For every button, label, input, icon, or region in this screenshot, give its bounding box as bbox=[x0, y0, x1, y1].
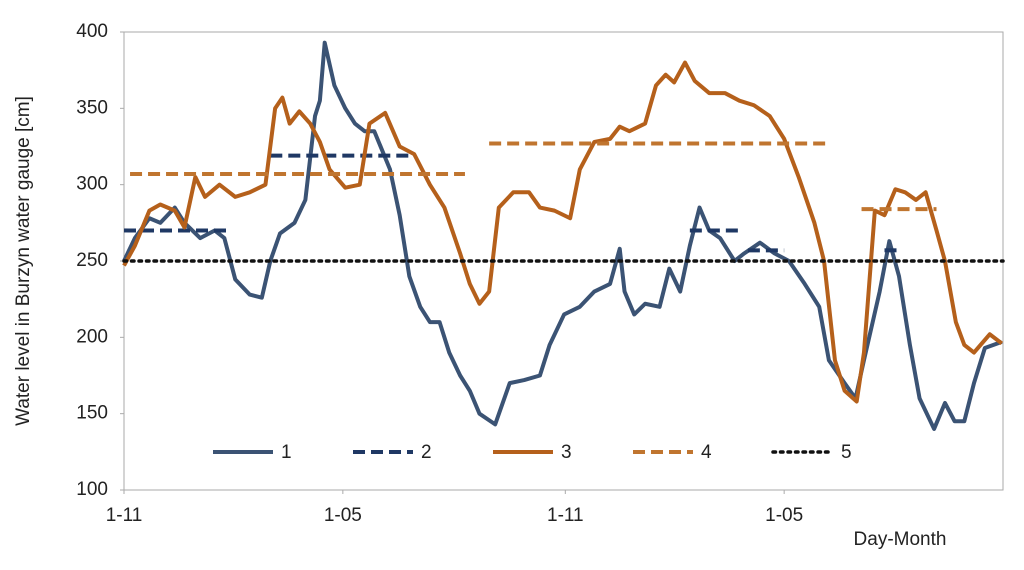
legend-label: 4 bbox=[701, 442, 712, 463]
x-tick-label: 1-05 bbox=[765, 505, 803, 526]
legend-label: 5 bbox=[841, 442, 852, 463]
x-tick-label: 1-11 bbox=[547, 505, 584, 526]
y-tick-label: 250 bbox=[76, 250, 108, 271]
y-tick-label: 100 bbox=[76, 479, 108, 500]
y-tick-label: 300 bbox=[76, 174, 108, 195]
y-tick-label: 350 bbox=[76, 97, 108, 118]
legend-label: 1 bbox=[281, 442, 292, 463]
legend-label: 2 bbox=[421, 442, 432, 463]
x-tick-label: 1-11 bbox=[106, 505, 143, 526]
series-line bbox=[122, 60, 1003, 404]
x-tick-label: 1-05 bbox=[324, 505, 362, 526]
y-tick-label: 150 bbox=[76, 403, 108, 424]
series-line bbox=[122, 40, 1003, 431]
y-tick-label: 200 bbox=[76, 326, 108, 347]
y-tick-label: 400 bbox=[76, 21, 108, 42]
y-axis-label: Water level in Burzyn water gauge [cm] bbox=[13, 96, 34, 426]
x-axis-label: Day-Month bbox=[854, 529, 947, 550]
legend-label: 3 bbox=[561, 442, 572, 463]
